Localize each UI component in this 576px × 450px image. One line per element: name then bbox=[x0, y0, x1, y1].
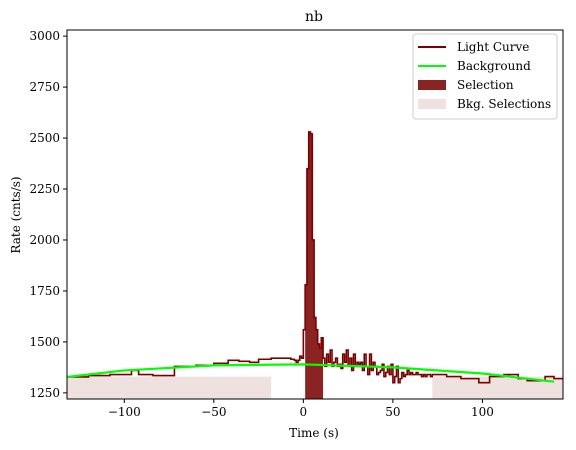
x-axis: −100 −50 0 50 100 bbox=[108, 399, 494, 419]
legend-frame bbox=[412, 33, 558, 120]
x-tick-label: −50 bbox=[201, 405, 226, 419]
x-tick-label: −100 bbox=[108, 405, 141, 419]
legend-swatch-selection bbox=[418, 80, 446, 90]
bkg-selection-band-1 bbox=[432, 376, 563, 399]
y-tick-label: 2250 bbox=[29, 182, 60, 196]
legend-label-light-curve: Light Curve bbox=[457, 40, 529, 54]
y-axis: 1250 1500 1750 2000 2250 2500 2750 3000 bbox=[29, 29, 67, 400]
y-axis-label: Rate (cnts/s) bbox=[9, 176, 23, 253]
x-tick-label: 100 bbox=[471, 405, 494, 419]
bkg-selection-layer bbox=[67, 376, 563, 399]
y-tick-label: 1750 bbox=[29, 284, 60, 298]
y-tick-label: 2000 bbox=[29, 233, 60, 247]
plot-frame bbox=[66, 29, 564, 400]
legend-label-selection: Selection bbox=[457, 78, 514, 92]
legend-label-background: Background bbox=[457, 59, 531, 73]
x-axis-label: Time (s) bbox=[289, 426, 339, 440]
y-tick-label: 1500 bbox=[29, 335, 60, 349]
y-tick-label: 3000 bbox=[29, 29, 60, 43]
bkg-selection-band-0 bbox=[67, 376, 272, 399]
x-tick-label: 0 bbox=[300, 405, 308, 419]
legend: Light Curve Background Selection Bkg. Se… bbox=[412, 33, 558, 120]
x-tick-label: 50 bbox=[385, 405, 400, 419]
chart-title: nb bbox=[305, 9, 323, 25]
legend-label-bkg-selections: Bkg. Selections bbox=[457, 97, 551, 111]
background-layer bbox=[66, 363, 555, 383]
y-tick-label: 1250 bbox=[29, 386, 60, 400]
y-tick-label: 2500 bbox=[29, 131, 60, 145]
y-tick-label: 2750 bbox=[29, 80, 60, 94]
plot-area bbox=[66, 131, 563, 399]
legend-swatch-bkg-selections bbox=[418, 99, 446, 109]
background-line bbox=[66, 363, 555, 383]
